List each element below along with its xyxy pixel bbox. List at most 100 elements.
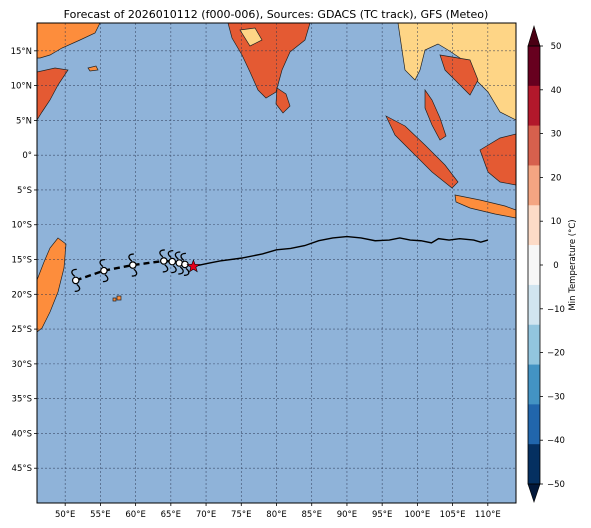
colorbar-segment [528, 444, 540, 485]
colorbar-tick-label: 30 [551, 130, 562, 140]
cyclone-arm-lower [171, 265, 177, 274]
colorbar-tick-label: −40 [547, 436, 565, 446]
landmasses [37, 23, 516, 333]
land-madagascar [37, 237, 67, 333]
y-tick-label: 15°N [11, 47, 32, 57]
land-reunion [112, 297, 117, 302]
y-axis-ticks: 15°N 10°N 5°N 0° 5°S 10°S 15°S 20°S 25°S 30°S 35°S… [11, 47, 37, 474]
x-tick-label: 65°E [161, 510, 181, 520]
figure-title: Forecast of 2026010112 (f000-006), Sourc… [64, 8, 489, 21]
colorbar-segment [528, 364, 540, 405]
colorbar-ticks: 50 40 30 20 10 0 −10 −20 −30 −40 −50 [540, 42, 565, 490]
cyclone-arm-lower [178, 266, 184, 275]
land-sri-lanka [275, 87, 291, 114]
colorbar-segment [528, 46, 540, 87]
x-tick-label: 105°E [440, 510, 466, 520]
cyclone-arm-lower [183, 267, 190, 277]
cyclone-symbol [167, 249, 177, 274]
colorbar-segment [528, 165, 540, 206]
colorbar-tick-label: 0 [553, 261, 558, 271]
colorbar-max-extension [527, 24, 541, 47]
cyclone-eye [100, 266, 108, 275]
y-tick-label: 5°N [16, 116, 32, 126]
x-tick-label: 75°E [231, 510, 251, 520]
land-java [454, 194, 516, 219]
cyclone-arm-upper [99, 259, 105, 268]
cyclone-arm-upper [174, 251, 181, 260]
cyclone-eye [168, 257, 177, 266]
x-tick-label: 80°E [266, 510, 286, 520]
colorbar-tick-label: 20 [551, 173, 562, 183]
cyclone-arm-upper [128, 253, 134, 262]
y-tick-label: 35°S [12, 395, 32, 405]
cyclone-symbol [99, 259, 109, 283]
x-tick-label: 110°E [475, 510, 501, 520]
land-arabia-africa-horn [37, 23, 101, 59]
cyclone-symbol [159, 249, 169, 273]
colorbar-segments [527, 24, 541, 503]
colorbar-tick-label: 10 [551, 217, 562, 227]
cyclone-arm-lower [74, 283, 81, 293]
colorbar-segment [528, 404, 540, 445]
land-india-cool [239, 27, 263, 47]
land-socotra [87, 65, 99, 72]
colorbar-segment [528, 205, 540, 246]
land-somalia [37, 67, 69, 121]
colorbar-min-extension [527, 483, 541, 503]
colorbar-segment [528, 125, 540, 166]
y-tick-label: 0° [22, 151, 32, 161]
cyclone-arm-upper [159, 249, 165, 258]
y-tick-label: 30°S [12, 360, 32, 370]
x-tick-label: 95°E [372, 510, 392, 520]
cyclone-arm-lower [131, 268, 138, 277]
land-indochina-warm [439, 54, 479, 96]
y-tick-label: 10°S [12, 221, 32, 231]
y-tick-label: 10°N [11, 82, 32, 92]
x-tick-label: 85°E [302, 510, 322, 520]
x-tick-label: 60°E [125, 510, 145, 520]
cyclone-symbol [71, 268, 81, 293]
y-tick-label: 40°S [12, 429, 32, 439]
y-tick-label: 20°S [12, 290, 32, 300]
land-southeast-asia [397, 23, 516, 121]
current-position-star-icon [186, 259, 201, 273]
colorbar-tick-label: −10 [547, 305, 565, 315]
map-panel [37, 23, 516, 503]
colorbar-segment [528, 284, 540, 326]
y-tick-label: 5°S [17, 186, 32, 196]
y-tick-label: 45°S [12, 464, 32, 474]
land-mauritius [116, 295, 122, 301]
land-sumatra [385, 115, 459, 189]
cyclone-arm-lower [162, 264, 169, 273]
land-malay-peninsula [424, 88, 447, 141]
x-tick-label: 70°E [196, 510, 216, 520]
x-tick-label: 90°E [337, 510, 357, 520]
colorbar-segment [528, 324, 540, 365]
past-track-line [193, 235, 489, 268]
cyclone-arm-upper [167, 249, 174, 259]
colorbar-tick-label: −50 [547, 480, 565, 490]
colorbar-segment [528, 245, 540, 286]
colorbar-tick-label: −30 [547, 392, 565, 402]
cyclone-eye [71, 276, 80, 285]
colorbar-label: Min Temperature (°C) [568, 219, 578, 310]
cyclone-track [71, 235, 489, 293]
cyclone-eye [129, 261, 137, 269]
y-tick-label: 25°S [12, 325, 32, 335]
colorbar-tick-label: −20 [547, 349, 565, 359]
cyclone-arm-upper [71, 268, 77, 277]
cyclone-arm-lower [102, 274, 109, 283]
y-tick-label: 15°S [12, 256, 32, 266]
x-axis-ticks: 50°E 55°E 60°E 65°E 70°E 75°E 80°E 85°E 90°E 95°E… [55, 503, 501, 520]
cyclone-symbol [174, 251, 184, 275]
x-tick-label: 50°E [55, 510, 75, 520]
cyclone-symbol [128, 253, 138, 277]
x-tick-label: 100°E [404, 510, 430, 520]
cyclone-eye [159, 257, 168, 265]
cyclone-arm-upper [180, 252, 186, 261]
colorbar-tick-label: 50 [551, 42, 562, 52]
colorbar-tick-label: 40 [551, 86, 562, 96]
colorbar: 50 40 30 20 10 0 −10 −20 −30 −40 −50 Min Temperatu… [527, 24, 578, 503]
x-tick-label: 55°E [90, 510, 110, 520]
